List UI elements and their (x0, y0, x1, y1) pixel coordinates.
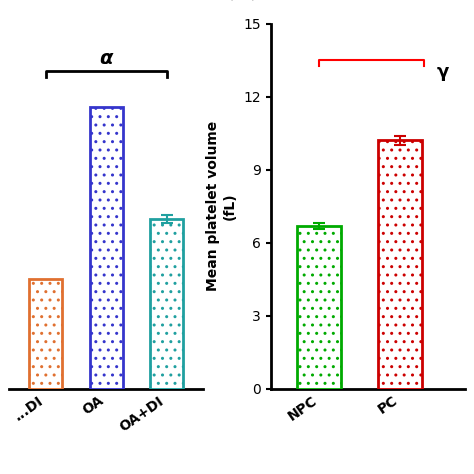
Y-axis label: Mean platelet volume
(fL): Mean platelet volume (fL) (206, 121, 237, 292)
Bar (90, 107, 123, 389)
Bar (378, 140, 422, 389)
Text: α: α (100, 49, 113, 68)
Bar (297, 226, 341, 389)
Text: (B): (B) (222, 0, 262, 2)
Bar (150, 219, 183, 389)
Bar (29, 279, 63, 389)
Text: γ: γ (436, 64, 448, 82)
